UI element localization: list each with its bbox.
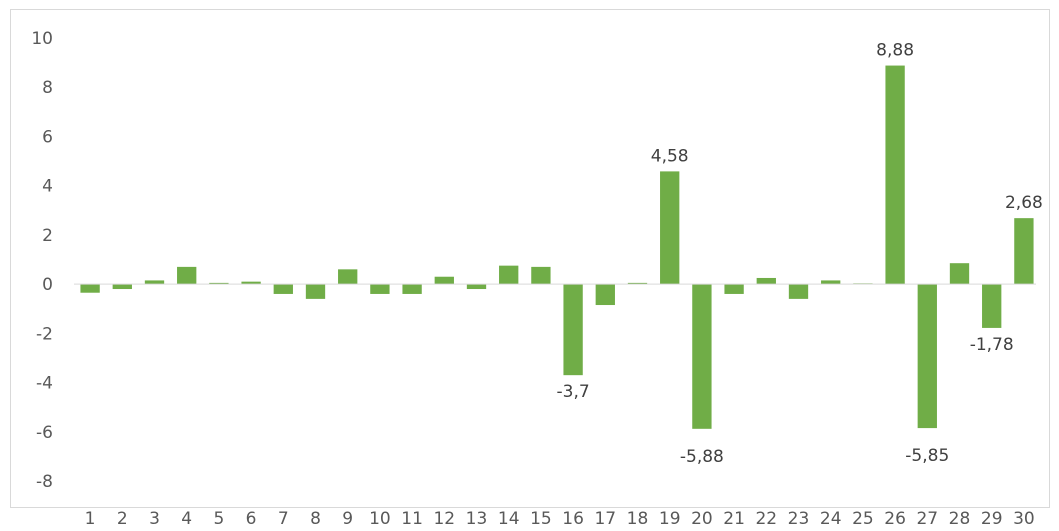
x-tick-label: 1 xyxy=(85,509,96,529)
bar-8 xyxy=(305,284,326,299)
x-tick-label: 13 xyxy=(466,509,488,529)
data-label-29: -1,78 xyxy=(970,335,1014,355)
bar-15 xyxy=(531,266,551,285)
y-tick-label: 8 xyxy=(42,78,53,98)
bar-29 xyxy=(982,284,1002,328)
bar-6 xyxy=(241,281,261,285)
bar-26 xyxy=(885,65,905,285)
x-tick-label: 19 xyxy=(659,509,681,529)
x-tick-label: 17 xyxy=(594,509,616,529)
data-label-27: -5,85 xyxy=(905,446,949,466)
x-tick-label: 4 xyxy=(181,509,192,529)
x-tick-label: 26 xyxy=(884,509,906,529)
bar-14 xyxy=(499,265,519,285)
bar-28 xyxy=(949,263,970,285)
x-tick-label: 16 xyxy=(562,509,584,529)
x-tick-label: 18 xyxy=(627,509,649,529)
x-tick-label: 10 xyxy=(369,509,391,529)
x-tick-label: 22 xyxy=(755,509,777,529)
bar-24 xyxy=(821,280,841,285)
x-tick-label: 6 xyxy=(246,509,257,529)
bar-16 xyxy=(563,284,583,376)
x-tick-label: 30 xyxy=(1013,509,1035,529)
x-tick-label: 23 xyxy=(788,509,810,529)
y-tick-label: 6 xyxy=(42,127,53,147)
data-labels: -3,7 4,58 -5,88 8,88 -5,85 -1,78 2,68 xyxy=(557,41,1043,467)
y-tick-label: -4 xyxy=(36,374,53,394)
x-tick-label: 14 xyxy=(498,509,520,529)
chart-frame xyxy=(10,9,1050,508)
y-tick-label: 2 xyxy=(42,226,53,246)
y-tick-label: -8 xyxy=(36,472,53,492)
x-tick-label: 11 xyxy=(401,509,423,529)
x-tick-label: 3 xyxy=(149,509,160,529)
x-tick-label: 2 xyxy=(117,509,128,529)
y-tick-label: -2 xyxy=(36,324,53,344)
bar-30 xyxy=(1014,218,1034,285)
data-label-16: -3,7 xyxy=(557,382,590,402)
bar-17 xyxy=(595,284,615,306)
bar-2 xyxy=(112,284,132,290)
bar-12 xyxy=(434,276,454,285)
bar-13 xyxy=(466,284,487,290)
x-tick-label: 24 xyxy=(820,509,842,529)
x-tick-label: 15 xyxy=(530,509,552,529)
bar-11 xyxy=(402,284,422,294)
y-axis-ticks: -8 -6 -4 -2 0 2 4 6 8 10 xyxy=(31,29,53,492)
data-label-20: -5,88 xyxy=(680,447,724,467)
x-tick-label: 7 xyxy=(278,509,289,529)
x-tick-label: 25 xyxy=(852,509,874,529)
y-tick-label: -6 xyxy=(36,423,53,443)
x-tick-label: 5 xyxy=(213,509,224,529)
bar-10 xyxy=(370,284,390,294)
bar-1 xyxy=(80,284,100,293)
y-tick-label: 0 xyxy=(42,275,53,295)
bar-9 xyxy=(338,269,358,285)
bar-7 xyxy=(273,284,293,294)
x-tick-label: 12 xyxy=(433,509,455,529)
bar-4 xyxy=(177,266,197,285)
bar-18 xyxy=(627,282,648,285)
bar-27 xyxy=(917,284,937,429)
bar-21 xyxy=(724,284,744,294)
bar-20 xyxy=(692,284,712,429)
data-label-30: 2,68 xyxy=(1005,193,1043,213)
x-tick-label: 20 xyxy=(691,509,713,529)
x-tick-label: 9 xyxy=(342,509,353,529)
x-tick-label: 29 xyxy=(981,509,1003,529)
x-axis-ticks: 1 2 3 4 5 6 7 8 9 10 11 12 13 14 15 16 17 18 19 20 21 22 23 24 2… xyxy=(85,509,1035,529)
x-tick-label: 21 xyxy=(723,509,745,529)
bar-5 xyxy=(209,282,229,285)
x-tick-label: 8 xyxy=(310,509,321,529)
data-label-26: 8,88 xyxy=(876,41,914,61)
x-tick-label: 28 xyxy=(949,509,971,529)
bar-23 xyxy=(788,284,809,299)
bar-22 xyxy=(756,277,776,285)
y-tick-label: 10 xyxy=(31,29,53,49)
bar-19 xyxy=(660,171,680,285)
bars-layer xyxy=(80,65,1034,429)
bar-3 xyxy=(144,280,165,285)
x-tick-label: 27 xyxy=(916,509,938,529)
data-label-19: 4,58 xyxy=(651,146,689,166)
y-tick-label: 4 xyxy=(42,177,53,197)
